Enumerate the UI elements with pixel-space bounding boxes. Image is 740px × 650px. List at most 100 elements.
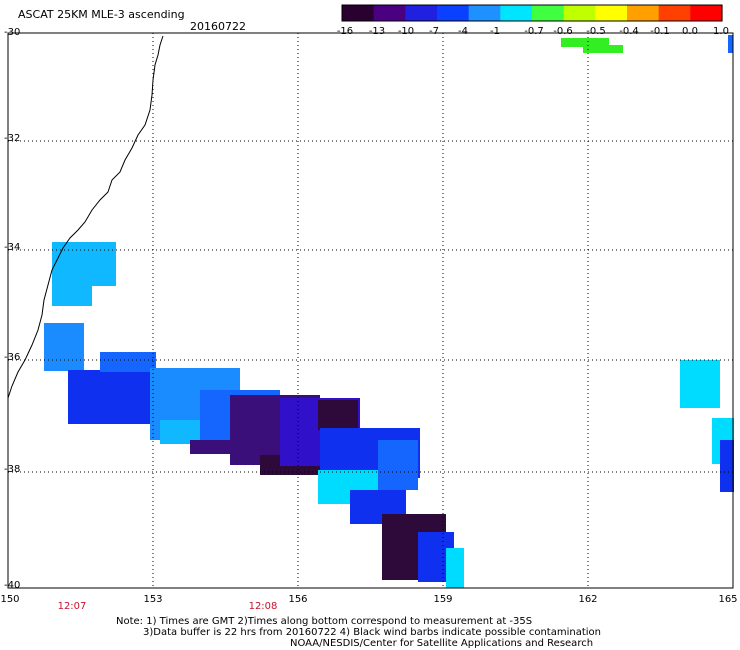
colorbar-segment [703, 5, 707, 21]
lat-label: -30 [4, 27, 21, 38]
colorbar-segment [351, 5, 356, 21]
colorbar-segment [690, 5, 695, 21]
colorbar-segment [671, 5, 676, 21]
colorbar-tick: -0.4 [619, 26, 639, 37]
time-label: 12:08 [248, 601, 278, 612]
colorbar-segment [395, 5, 400, 21]
colorbar-segment [611, 5, 615, 21]
colorbar-segment [566, 5, 571, 21]
colorbar-segment [497, 5, 501, 21]
colorbar-segment [712, 5, 717, 21]
colorbar-segment [475, 5, 479, 21]
colorbar-segment [595, 5, 600, 21]
colorbar-segment [386, 5, 391, 21]
colorbar-segment [446, 5, 451, 21]
colorbar-segment [576, 5, 581, 21]
colorbar-segment [620, 5, 625, 21]
plot-frame [7, 32, 734, 589]
colorbar-segment [361, 5, 365, 21]
colorbar-segment [503, 5, 508, 21]
colorbar-segment [665, 5, 669, 21]
lat-label: -32 [4, 133, 21, 144]
colorbar-segment [433, 5, 438, 21]
colorbar-segment [630, 5, 634, 21]
colorbar-segment [418, 5, 422, 21]
lat-label: -40 [4, 580, 21, 591]
colorbar-segment [646, 5, 650, 21]
colorbar-tick: -0.7 [524, 26, 544, 37]
colorbar-tick: 1.0 [713, 26, 729, 37]
cell-band [378, 440, 418, 490]
colorbar-segment [449, 5, 454, 21]
colorbar-segment [661, 5, 666, 21]
colorbar-segment [544, 5, 549, 21]
colorbar-segment [573, 5, 577, 21]
cell-band [68, 370, 158, 424]
colorbar-segment [642, 5, 647, 21]
colorbar-segment [623, 5, 628, 21]
colorbar-segment [373, 5, 378, 21]
colorbar-segment [459, 5, 463, 21]
lon-label: 150 [0, 594, 20, 605]
cell-right [680, 360, 720, 408]
colorbar-segment [547, 5, 552, 21]
colorbar-segment [715, 5, 720, 21]
colorbar-segment [414, 5, 419, 21]
colorbar-segment [668, 5, 672, 21]
colorbar-segment [601, 5, 606, 21]
cell-lower [446, 548, 464, 588]
colorbar-tick: 0.0 [682, 26, 698, 37]
colorbar-segment [522, 5, 527, 21]
colorbar-segment [579, 5, 584, 21]
colorbar-tick: -0.5 [586, 26, 606, 37]
lon-label: 153 [143, 594, 163, 605]
colorbar-tick: -0.1 [650, 26, 670, 37]
colorbar-tick: -13 [368, 26, 386, 37]
colorbar-segment [478, 5, 482, 21]
colorbar-segment [560, 5, 565, 21]
colorbar-segment [718, 5, 723, 21]
cell-green-top [561, 38, 609, 47]
time-label: 12:07 [57, 601, 87, 612]
coastline [7, 35, 164, 399]
colorbar-segment [452, 5, 457, 21]
colorbar [341, 4, 723, 22]
colorbar-segment [440, 5, 444, 21]
colorbar-segment [345, 5, 349, 21]
colorbar-segment [598, 5, 603, 21]
colorbar-segment [430, 5, 435, 21]
colorbar-segment [462, 5, 467, 21]
colorbar-segment [408, 5, 413, 21]
cell-coast-1 [52, 242, 116, 286]
colorbar-segment [684, 5, 688, 21]
note-line-1: Note: 1) Times are GMT 2)Times along bot… [116, 616, 533, 627]
colorbar-segment [649, 5, 653, 21]
colorbar-segment [680, 5, 685, 21]
lat-label: -34 [4, 242, 21, 253]
colorbar-segment [357, 5, 362, 21]
colorbar-tick: -16 [336, 26, 354, 37]
colorbar-segment [614, 5, 619, 21]
colorbar-segment [399, 5, 403, 21]
lon-label: 156 [288, 594, 308, 605]
map-date: 20160722 [190, 20, 246, 33]
colorbar-segment [535, 5, 539, 21]
cell-coast-2 [52, 286, 92, 306]
colorbar-segment [699, 5, 704, 21]
colorbar-segment [389, 5, 394, 21]
colorbar-segment [585, 5, 590, 21]
colorbar-segment [500, 5, 505, 21]
lon-label: 162 [578, 594, 598, 605]
cell-blue-right-top [728, 35, 733, 53]
cell-right [720, 440, 734, 492]
colorbar-segment [636, 5, 641, 21]
colorbar-segment [709, 5, 714, 21]
colorbar-segment [627, 5, 631, 21]
colorbar-segment [658, 5, 663, 21]
cell-band [190, 440, 230, 454]
colorbar-segment [402, 5, 406, 21]
note-line-2: 3)Data buffer is 22 hrs from 20160722 4)… [143, 627, 601, 638]
colorbar-segment [693, 5, 698, 21]
